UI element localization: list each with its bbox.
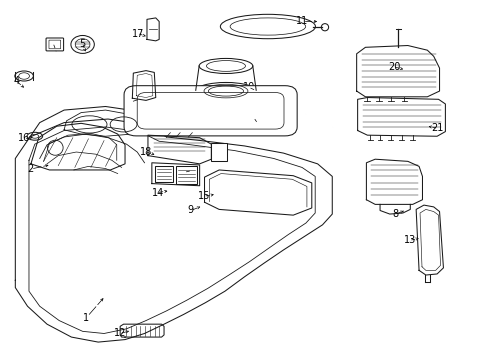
Text: 2: 2 xyxy=(27,164,33,174)
Text: 13: 13 xyxy=(404,235,416,245)
FancyBboxPatch shape xyxy=(176,166,196,184)
FancyBboxPatch shape xyxy=(155,166,173,182)
Text: 9: 9 xyxy=(187,206,194,216)
FancyBboxPatch shape xyxy=(124,86,297,136)
Text: 11: 11 xyxy=(295,17,307,27)
Text: 15: 15 xyxy=(198,191,210,201)
Text: 4: 4 xyxy=(14,76,20,86)
Text: 17: 17 xyxy=(132,29,144,39)
FancyBboxPatch shape xyxy=(211,143,226,161)
Text: 3: 3 xyxy=(128,97,134,107)
FancyBboxPatch shape xyxy=(46,38,63,51)
Text: 19: 19 xyxy=(179,167,191,177)
Text: 5: 5 xyxy=(80,39,85,49)
Text: 1: 1 xyxy=(83,313,89,323)
Text: 6: 6 xyxy=(50,39,56,49)
Text: 7: 7 xyxy=(251,113,257,123)
Text: 21: 21 xyxy=(430,123,443,133)
Text: 18: 18 xyxy=(140,147,152,157)
Text: 8: 8 xyxy=(392,209,398,219)
Text: 14: 14 xyxy=(151,188,163,198)
Text: 10: 10 xyxy=(243,82,255,93)
Text: 12: 12 xyxy=(114,328,126,338)
Text: 16: 16 xyxy=(18,133,30,143)
FancyBboxPatch shape xyxy=(49,40,61,49)
Ellipse shape xyxy=(195,82,256,100)
Text: 20: 20 xyxy=(387,62,400,72)
